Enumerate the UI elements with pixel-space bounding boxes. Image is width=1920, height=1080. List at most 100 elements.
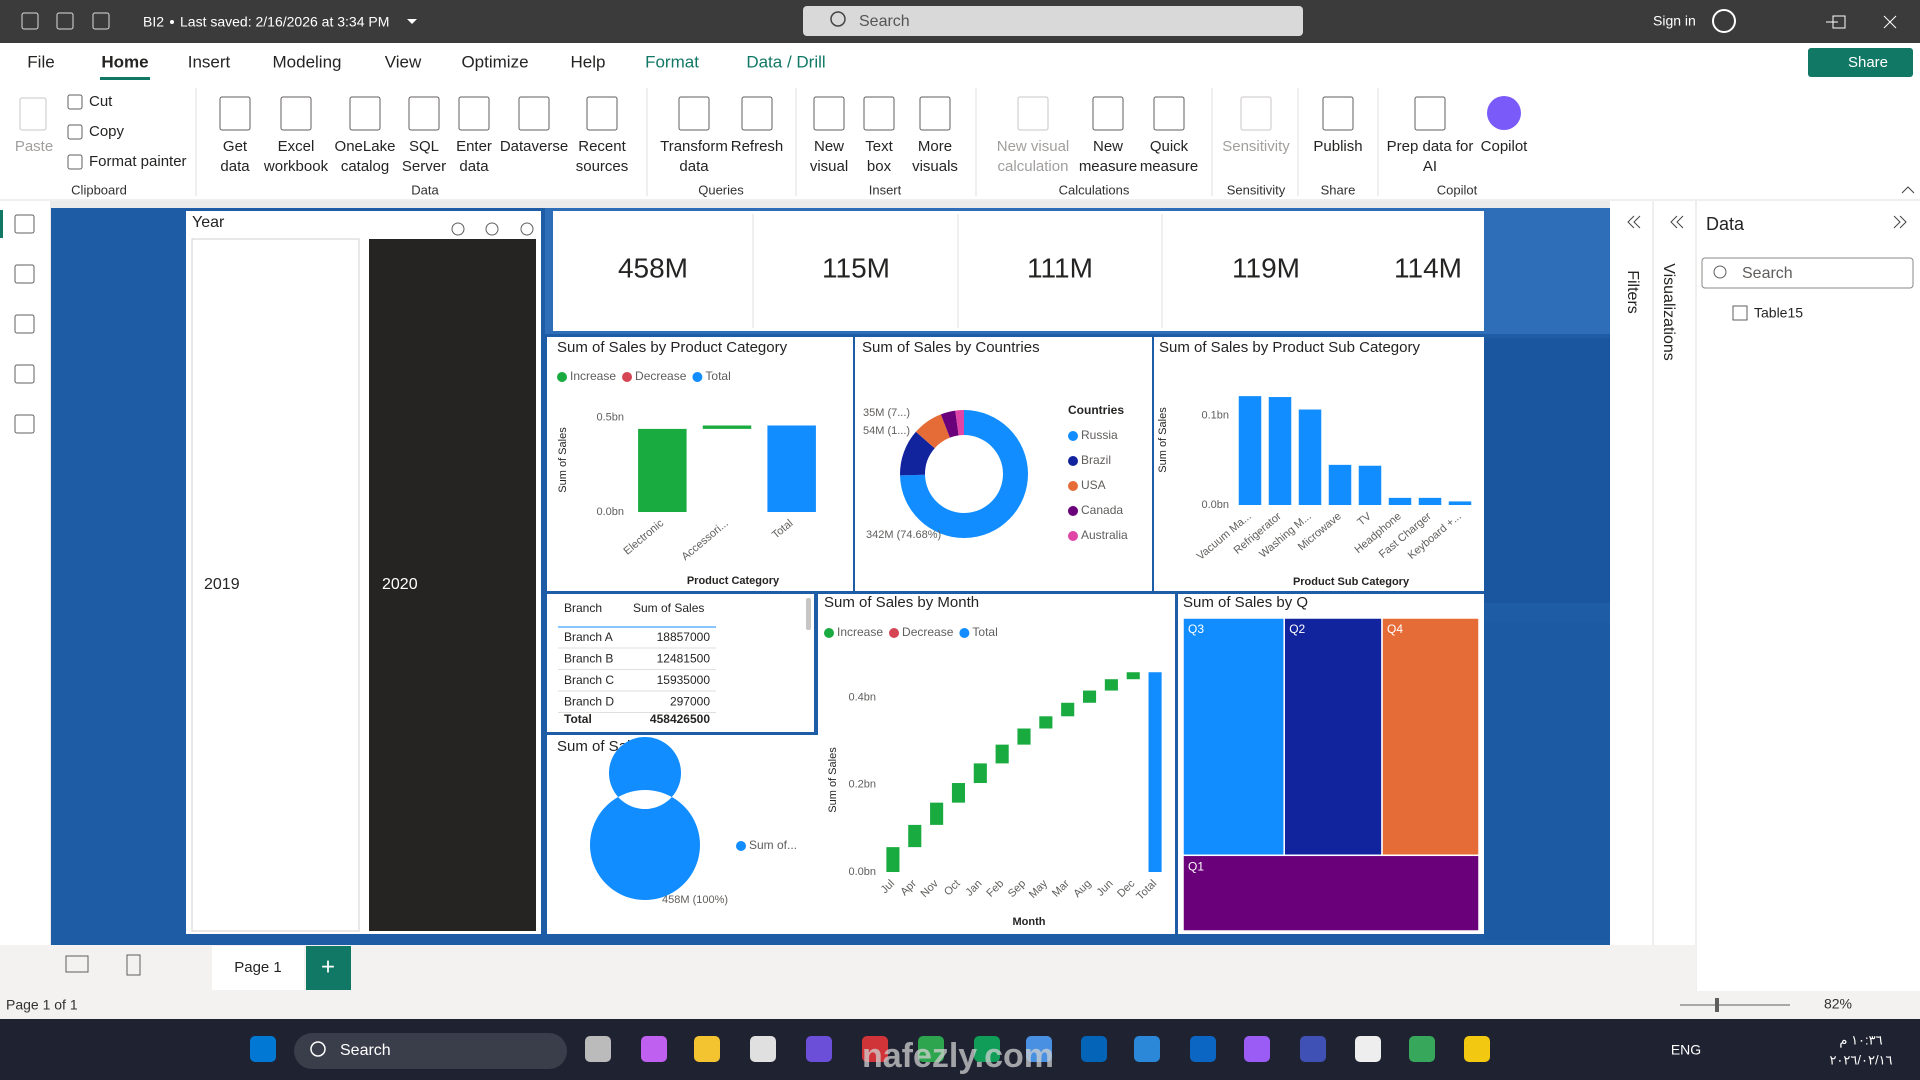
data-search[interactable] xyxy=(1701,257,1914,289)
taskbar-app[interactable] xyxy=(694,1036,720,1062)
ribbon-button-label[interactable]: Cut xyxy=(89,93,113,110)
ribbon-button-label[interactable]: Enter xyxy=(456,138,492,155)
slicer-item[interactable]: 2020 xyxy=(382,576,418,593)
ribbon-tab[interactable]: View xyxy=(385,52,422,71)
ribbon-button-label[interactable]: New xyxy=(1093,138,1123,155)
search-placeholder[interactable]: Search xyxy=(859,13,910,30)
ribbon-button-label[interactable]: Dataverse xyxy=(500,138,568,155)
ribbon-button-label[interactable]: Excel xyxy=(278,138,315,155)
collapse-ribbon[interactable] xyxy=(1901,186,1915,194)
ribbon-button-label[interactable]: data xyxy=(679,158,709,175)
scrollbar[interactable] xyxy=(806,598,811,630)
taskbar-app[interactable] xyxy=(1409,1036,1435,1062)
treemap-tile[interactable] xyxy=(1283,617,1383,857)
legend-label[interactable]: Decrease xyxy=(635,369,687,383)
visualizations-pane-label[interactable]: Visualizations xyxy=(1660,263,1677,361)
taskbar-app[interactable] xyxy=(1464,1036,1490,1062)
legend-label[interactable]: Sum of... xyxy=(749,838,797,852)
taskbar-app[interactable] xyxy=(862,1036,888,1062)
ribbon-tab[interactable]: Format xyxy=(645,52,699,71)
ribbon-button-label[interactable]: measure xyxy=(1079,158,1137,175)
filters-pane-label[interactable]: Filters xyxy=(1624,270,1641,314)
taskbar-app[interactable] xyxy=(1134,1036,1160,1062)
slicer-tile[interactable] xyxy=(191,238,360,932)
search-placeholder[interactable]: Search xyxy=(1742,265,1793,282)
taskbar-app[interactable] xyxy=(1300,1036,1326,1062)
add-page[interactable] xyxy=(306,946,351,990)
legend-label[interactable]: Total xyxy=(972,625,997,639)
taskbar-app[interactable] xyxy=(1026,1036,1052,1062)
ribbon-button-label[interactable]: SQL xyxy=(409,138,439,155)
visual-header-icon[interactable] xyxy=(485,222,499,236)
zoom-thumb[interactable] xyxy=(1715,998,1719,1012)
search-box[interactable] xyxy=(803,6,1303,36)
ribbon-button-label[interactable]: Get xyxy=(223,138,248,155)
legend-label[interactable]: Russia xyxy=(1081,428,1118,442)
visual-header-icon[interactable] xyxy=(520,222,534,236)
sign-in[interactable]: Sign in xyxy=(1653,13,1696,29)
ribbon-button-label[interactable]: Publish xyxy=(1313,138,1362,155)
ribbon-button-label[interactable]: visuals xyxy=(912,158,958,175)
taskbar-app[interactable] xyxy=(974,1036,1000,1062)
taskbar-app[interactable] xyxy=(918,1036,944,1062)
ribbon-tab[interactable]: Home xyxy=(101,52,148,71)
ribbon-button-label[interactable]: Refresh xyxy=(731,138,784,155)
ribbon-button-label[interactable]: Format painter xyxy=(89,153,187,170)
taskbar-app[interactable] xyxy=(585,1036,611,1062)
taskbar-app[interactable] xyxy=(641,1036,667,1062)
legend-label[interactable]: USA xyxy=(1081,478,1106,492)
page-tab[interactable] xyxy=(212,946,304,990)
legend-label[interactable]: Total xyxy=(705,369,730,383)
ribbon-tab[interactable]: Data / Drill xyxy=(746,52,825,71)
taskbar-app[interactable] xyxy=(750,1036,776,1062)
clock-time[interactable]: ١٠:٣٦ م xyxy=(1839,1032,1882,1048)
clock-date[interactable]: ٢٠٢٦/٠٢/١٦ xyxy=(1829,1052,1892,1067)
taskbar-app[interactable] xyxy=(1244,1036,1270,1062)
legend-label[interactable]: Australia xyxy=(1081,528,1128,542)
dropdown-icon[interactable] xyxy=(407,19,417,24)
share-label[interactable]: Share xyxy=(1848,54,1888,71)
visual-header-icon[interactable] xyxy=(451,222,465,236)
ribbon-button-label[interactable]: box xyxy=(867,158,892,175)
view-icon[interactable] xyxy=(14,264,35,284)
quick-access-icon[interactable] xyxy=(92,12,110,30)
quick-access-icon[interactable] xyxy=(56,12,74,30)
ribbon-button-label[interactable]: data xyxy=(220,158,250,175)
ribbon-button-label[interactable]: Copy xyxy=(89,123,125,140)
ribbon-button-label[interactable]: New xyxy=(814,138,844,155)
ribbon-tab[interactable]: Optimize xyxy=(461,52,528,71)
table-name[interactable]: Table15 xyxy=(1754,305,1803,321)
ribbon-button-label[interactable]: workbook xyxy=(263,158,329,175)
taskbar-app[interactable] xyxy=(1190,1036,1216,1062)
collapse-icon[interactable] xyxy=(1627,215,1641,229)
legend-label[interactable]: Canada xyxy=(1081,503,1123,517)
maximize-button[interactable] xyxy=(1832,15,1846,29)
slicer-item[interactable]: 2019 xyxy=(204,576,240,593)
expand-icon[interactable] xyxy=(1893,215,1907,229)
ribbon-button-label[interactable]: measure xyxy=(1140,158,1198,175)
quick-access-icon[interactable] xyxy=(21,12,39,30)
view-icon[interactable] xyxy=(14,414,35,434)
ribbon-button-label[interactable]: OneLake xyxy=(335,138,396,155)
view-icon[interactable] xyxy=(65,955,89,973)
legend-label[interactable]: Decrease xyxy=(902,625,954,639)
ribbon-button-label[interactable]: Text xyxy=(865,138,893,155)
legend-label[interactable]: Increase xyxy=(837,625,883,639)
ribbon-button-label[interactable]: Server xyxy=(402,158,446,175)
ribbon-button-label[interactable]: More xyxy=(918,138,952,155)
ribbon-button-label[interactable]: sources xyxy=(576,158,629,175)
legend-label[interactable]: Increase xyxy=(570,369,616,383)
taskbar-app[interactable] xyxy=(806,1036,832,1062)
ribbon-tab[interactable]: Modeling xyxy=(273,52,342,71)
input-language[interactable]: ENG xyxy=(1671,1042,1701,1058)
ribbon-button-label[interactable]: Copilot xyxy=(1481,138,1529,155)
ribbon-tab[interactable]: File xyxy=(27,52,54,71)
slicer-tile-selected[interactable] xyxy=(369,239,536,931)
ribbon-button-label[interactable]: AI xyxy=(1423,158,1437,175)
view-icon[interactable] xyxy=(14,364,35,384)
view-icon[interactable] xyxy=(14,214,35,234)
collapse-icon[interactable] xyxy=(1670,215,1684,229)
taskbar-app[interactable] xyxy=(1081,1036,1107,1062)
taskbar-app[interactable] xyxy=(1355,1036,1381,1062)
ribbon-button-label[interactable]: Prep data for xyxy=(1387,138,1474,155)
